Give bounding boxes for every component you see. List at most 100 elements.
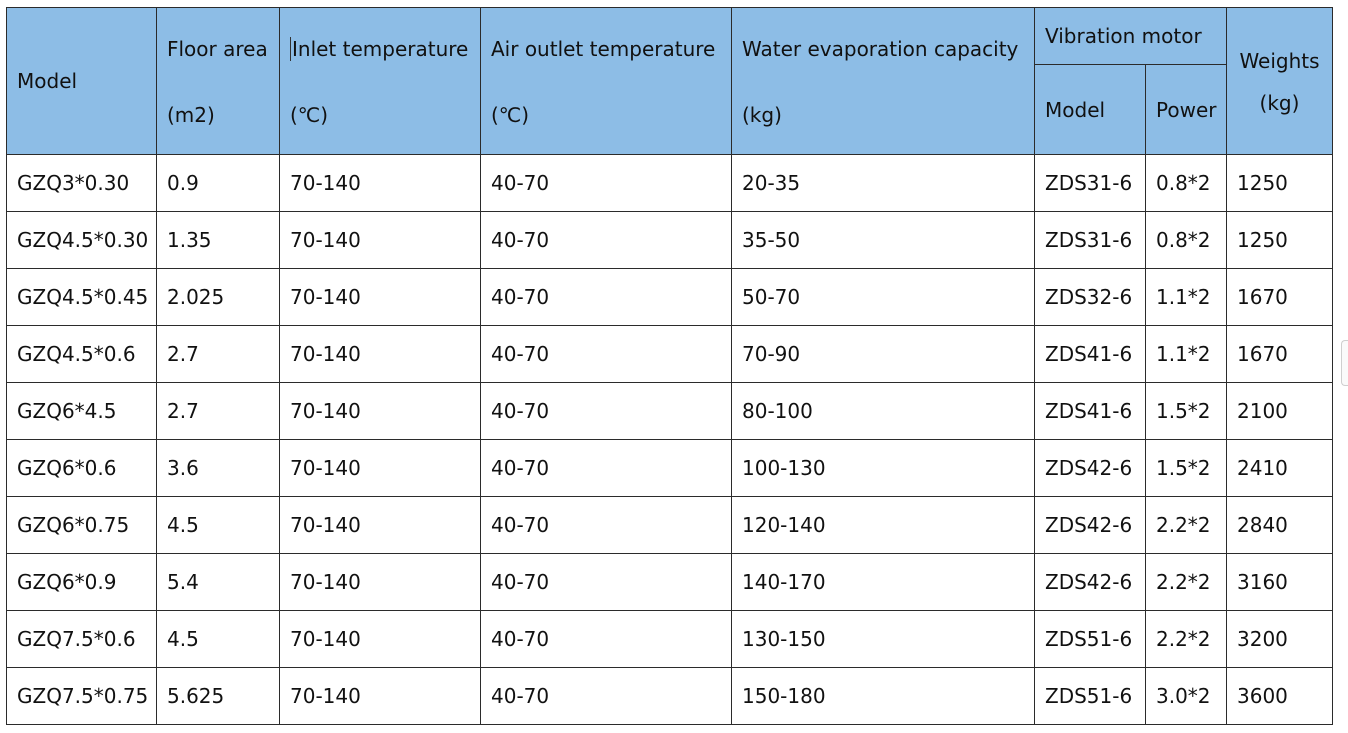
cell-weights: 2410 bbox=[1226, 439, 1333, 497]
table-body: GZQ3*0.30 0.9 70-140 40-70 20-35 ZDS31-6 0.8*2… bbox=[6, 154, 1333, 725]
cell-inlet-temperature: 70-140 bbox=[279, 154, 481, 212]
cell-floor-area: 0.9 bbox=[156, 154, 280, 212]
cell-weights: 1670 bbox=[1226, 325, 1333, 383]
cell-weights: 2840 bbox=[1226, 496, 1333, 554]
cell-weights: 3600 bbox=[1226, 667, 1333, 725]
cell-water-evaporation-capacity: 150-180 bbox=[731, 667, 1035, 725]
cell-motor-model: ZDS31-6 bbox=[1034, 154, 1146, 212]
cell-floor-area: 2.7 bbox=[156, 382, 280, 440]
cell-air-outlet-temperature: 40-70 bbox=[480, 439, 732, 497]
cell-motor-model: ZDS42-6 bbox=[1034, 439, 1146, 497]
header-vibration-motor: Vibration motor bbox=[1034, 7, 1227, 65]
cell-weights: 1250 bbox=[1226, 154, 1333, 212]
cell-water-evaporation-capacity: 130-150 bbox=[731, 610, 1035, 668]
table-row: GZQ6*0.6 3.6 70-140 40-70 100-130 ZDS42-6 1.5*… bbox=[6, 439, 1333, 497]
cell-motor-model: ZDS41-6 bbox=[1034, 325, 1146, 383]
cell-motor-power: 2.2*2 bbox=[1145, 610, 1227, 668]
cell-water-evaporation-capacity: 35-50 bbox=[731, 211, 1035, 269]
cell-inlet-temperature: 70-140 bbox=[279, 325, 481, 383]
cell-inlet-temperature: 70-140 bbox=[279, 667, 481, 725]
cell-motor-power: 0.8*2 bbox=[1145, 154, 1227, 212]
cell-motor-power: 3.0*2 bbox=[1145, 667, 1227, 725]
cell-inlet-temperature: 70-140 bbox=[279, 439, 481, 497]
header-floor-area-label: Floor area bbox=[167, 37, 268, 61]
cell-motor-model: ZDS32-6 bbox=[1034, 268, 1146, 326]
cell-inlet-temperature: 70-140 bbox=[279, 553, 481, 611]
cell-water-evaporation-capacity: 120-140 bbox=[731, 496, 1035, 554]
cell-motor-power: 0.8*2 bbox=[1145, 211, 1227, 269]
cell-motor-power: 2.2*2 bbox=[1145, 496, 1227, 554]
header-weights-label: Weights bbox=[1239, 49, 1320, 73]
header-motor-model: Model bbox=[1034, 64, 1146, 155]
cell-floor-area: 3.6 bbox=[156, 439, 280, 497]
cell-floor-area: 1.35 bbox=[156, 211, 280, 269]
cell-floor-area: 5.625 bbox=[156, 667, 280, 725]
cell-floor-area: 4.5 bbox=[156, 610, 280, 668]
cell-water-evaporation-capacity: 50-70 bbox=[731, 268, 1035, 326]
cell-inlet-temperature: 70-140 bbox=[279, 268, 481, 326]
header-floor-area-unit: (m2) bbox=[167, 103, 215, 127]
cell-model: GZQ6*0.75 bbox=[6, 496, 157, 554]
cell-air-outlet-temperature: 40-70 bbox=[480, 667, 732, 725]
cell-weights: 3160 bbox=[1226, 553, 1333, 611]
cell-model: GZQ4.5*0.45 bbox=[6, 268, 157, 326]
header-model: Model bbox=[6, 7, 157, 155]
cell-water-evaporation-capacity: 100-130 bbox=[731, 439, 1035, 497]
cell-motor-model: ZDS31-6 bbox=[1034, 211, 1146, 269]
cell-weights: 3200 bbox=[1226, 610, 1333, 668]
cell-motor-power: 2.2*2 bbox=[1145, 553, 1227, 611]
specification-table: Model Floor area (m2) Inlet temperature … bbox=[6, 7, 1333, 725]
cell-air-outlet-temperature: 40-70 bbox=[480, 496, 732, 554]
cell-floor-area: 2.7 bbox=[156, 325, 280, 383]
table-row: GZQ6*0.9 5.4 70-140 40-70 140-170 ZDS42-6 2.2*… bbox=[6, 553, 1333, 611]
table-row: GZQ6*0.75 4.5 70-140 40-70 120-140 ZDS42-6 2.2… bbox=[6, 496, 1333, 554]
cell-floor-area: 2.025 bbox=[156, 268, 280, 326]
table-row: GZQ7.5*0.75 5.625 70-140 40-70 150-180 ZDS51-… bbox=[6, 667, 1333, 725]
cell-motor-model: ZDS51-6 bbox=[1034, 610, 1146, 668]
cell-floor-area: 5.4 bbox=[156, 553, 280, 611]
cell-model: GZQ7.5*0.6 bbox=[6, 610, 157, 668]
table-row: GZQ4.5*0.30 1.35 70-140 40-70 35-50 ZDS31-6 0.… bbox=[6, 211, 1333, 269]
cell-air-outlet-temperature: 40-70 bbox=[480, 154, 732, 212]
cell-air-outlet-temperature: 40-70 bbox=[480, 610, 732, 668]
cell-motor-power: 1.5*2 bbox=[1145, 439, 1227, 497]
cell-air-outlet-temperature: 40-70 bbox=[480, 553, 732, 611]
cell-inlet-temperature: 70-140 bbox=[279, 610, 481, 668]
cell-motor-model: ZDS41-6 bbox=[1034, 382, 1146, 440]
table-row: GZQ4.5*0.6 2.7 70-140 40-70 70-90 ZDS41-6 1.1*… bbox=[6, 325, 1333, 383]
cell-floor-area: 4.5 bbox=[156, 496, 280, 554]
cell-inlet-temperature: 70-140 bbox=[279, 382, 481, 440]
cell-water-evaporation-capacity: 20-35 bbox=[731, 154, 1035, 212]
table-row: GZQ6*4.5 2.7 70-140 40-70 80-100 ZDS41-6 1.5*2… bbox=[6, 382, 1333, 440]
cell-model: GZQ6*4.5 bbox=[6, 382, 157, 440]
cell-motor-model: ZDS51-6 bbox=[1034, 667, 1146, 725]
text-cursor bbox=[290, 37, 291, 61]
cell-inlet-temperature: 70-140 bbox=[279, 211, 481, 269]
cell-weights: 1670 bbox=[1226, 268, 1333, 326]
cell-model: GZQ6*0.9 bbox=[6, 553, 157, 611]
cell-model: GZQ3*0.30 bbox=[6, 154, 157, 212]
cell-motor-model: ZDS42-6 bbox=[1034, 553, 1146, 611]
cell-water-evaporation-capacity: 140-170 bbox=[731, 553, 1035, 611]
cell-motor-power: 1.1*2 bbox=[1145, 268, 1227, 326]
cell-weights: 1250 bbox=[1226, 211, 1333, 269]
header-water-evaporation-capacity-unit: (kg) bbox=[742, 103, 782, 127]
cell-water-evaporation-capacity: 70-90 bbox=[731, 325, 1035, 383]
header-motor-power: Power bbox=[1145, 64, 1227, 155]
cell-air-outlet-temperature: 40-70 bbox=[480, 382, 732, 440]
side-scroll-handle[interactable] bbox=[1341, 340, 1348, 386]
cell-air-outlet-temperature: 40-70 bbox=[480, 211, 732, 269]
cell-motor-power: 1.1*2 bbox=[1145, 325, 1227, 383]
cell-model: GZQ7.5*0.75 bbox=[6, 667, 157, 725]
header-air-outlet-temperature: Air outlet temperature (℃) bbox=[480, 7, 732, 155]
header-floor-area: Floor area (m2) bbox=[156, 7, 280, 155]
header-inlet-temperature-unit: (℃) bbox=[290, 103, 329, 127]
header-air-outlet-temperature-label: Air outlet temperature bbox=[491, 37, 716, 61]
table-row: GZQ7.5*0.6 4.5 70-140 40-70 130-150 ZDS51-6 2.… bbox=[6, 610, 1333, 668]
cell-model: GZQ4.5*0.6 bbox=[6, 325, 157, 383]
header-weights-unit: (kg) bbox=[1259, 91, 1300, 115]
header-water-evaporation-capacity: Water evaporation capacity (kg) bbox=[731, 7, 1035, 155]
cell-inlet-temperature: 70-140 bbox=[279, 496, 481, 554]
header-inlet-temperature: Inlet temperature (℃) bbox=[279, 7, 481, 155]
cell-water-evaporation-capacity: 80-100 bbox=[731, 382, 1035, 440]
